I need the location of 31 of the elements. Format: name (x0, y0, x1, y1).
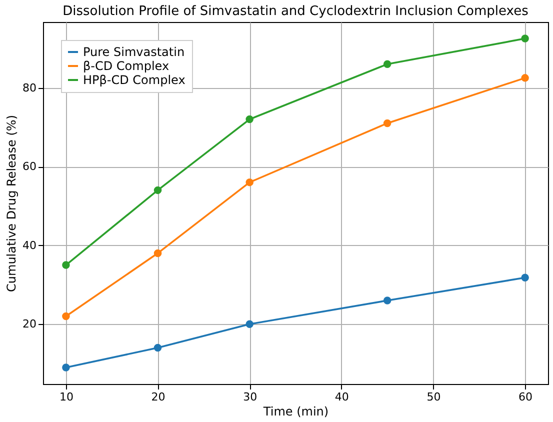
x-tick-label: 10 (59, 390, 74, 404)
x-tick-label: 50 (426, 390, 441, 404)
point (383, 296, 392, 304)
point (62, 261, 70, 269)
point (521, 34, 529, 42)
point (246, 178, 254, 186)
point (383, 60, 392, 68)
point (246, 320, 254, 328)
y-tick-label: 40 (22, 238, 36, 252)
point (383, 119, 392, 128)
x-axis-title: Time (min) (262, 404, 329, 418)
chart-title: Dissolution Profile of Simvastatin and Cyclodextrin Inclusion Complexes (62, 4, 529, 19)
x-tick-label: 60 (518, 390, 533, 404)
x-tick-label: 20 (151, 390, 166, 404)
y-tick-label: 80 (22, 81, 36, 94)
legend-label: β-CD Complex (83, 59, 170, 73)
point (246, 115, 254, 124)
y-tick-label: 20 (22, 318, 36, 331)
x-tick-label: 40 (334, 390, 349, 404)
x-tick-label: 30 (243, 390, 258, 404)
point (154, 249, 162, 258)
point (62, 364, 70, 372)
legend-label: Pure Simvastatin (83, 45, 185, 59)
point (154, 344, 162, 352)
y-tick-label: 60 (22, 160, 36, 174)
point (154, 186, 162, 194)
point (521, 274, 529, 282)
legend-label: HPβ-CD Complex (83, 73, 186, 87)
y-axis-title: Cumulative Drug Release (%) (4, 115, 19, 292)
point (521, 74, 529, 82)
point (62, 312, 70, 320)
